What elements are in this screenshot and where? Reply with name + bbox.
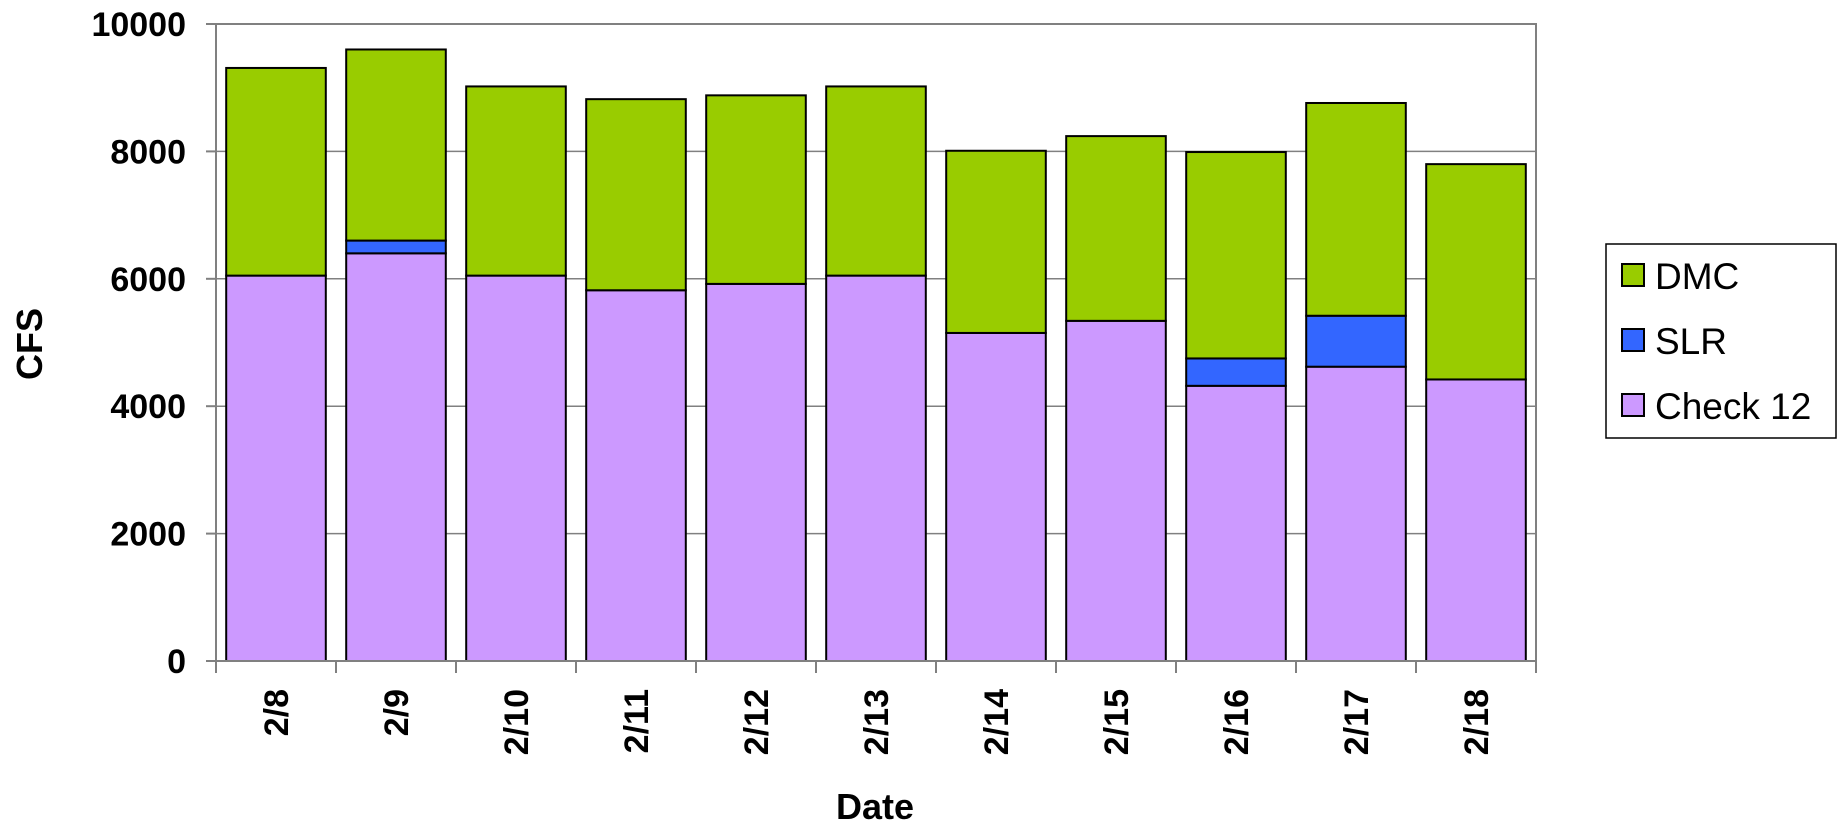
x-tick-label: 2/15 [1098,689,1136,755]
x-tick-label: 2/18 [1458,689,1496,755]
legend-swatch [1621,393,1645,417]
x-tick-labels: 2/8 2/9 2/10 2/11 2/12 2/13 2/14 2/15 2/16 2/17 2/… [258,689,1496,755]
legend: DMC SLR Check 12 [1605,243,1837,439]
bar-segment-check-12 [1065,319,1167,662]
bar-segment-dmc [345,48,447,242]
y-tick-label: 8000 [110,133,186,171]
bar-segment-slr [1305,314,1407,368]
y-tick-label: 4000 [110,388,186,426]
bar-segment-check-12 [1425,378,1527,662]
bar-segment-dmc [585,98,687,292]
x-tick-label: 2/9 [378,689,416,736]
x-tick-label: 2/12 [738,689,776,755]
bar-segment-check-12 [1305,365,1407,662]
x-tick-label: 2/11 [618,689,656,753]
x-tick-label: 2/16 [1218,689,1256,755]
bar-segment-check-12 [345,252,447,662]
bar-segment-slr [1185,357,1287,387]
legend-swatch [1621,263,1645,287]
y-tick-label: 0 [167,643,186,681]
legend-label: Check 12 [1655,386,1811,427]
bar-segment-check-12 [705,282,807,662]
x-tick-label: 2/13 [858,689,896,755]
axes [206,23,1537,673]
bar-segment-dmc [1185,151,1287,360]
bar-segment-check-12 [945,331,1047,662]
bar-segment-dmc [1425,163,1527,381]
bar-segment-dmc [1305,101,1407,317]
bar-segment-check-12 [585,289,687,662]
legend-label: SLR [1655,321,1727,362]
x-tick-label: 2/8 [258,689,296,736]
bar-segment-dmc [945,149,1047,334]
bar-segment-dmc [225,66,327,277]
bar-segment-dmc [1065,135,1167,322]
x-tick-label: 2/14 [978,689,1016,755]
bar-segment-dmc [465,85,567,277]
bars [225,48,1527,662]
legend-swatch [1621,328,1645,352]
bar-segment-check-12 [225,274,327,662]
y-tick-labels: 0 2000 4000 6000 8000 10000 [91,6,186,681]
bar-segment-dmc [825,85,927,277]
y-tick-label: 2000 [110,516,186,554]
x-axis-title: Date [836,786,914,827]
y-tick-label: 10000 [91,6,186,44]
y-axis-title: CFS [9,308,50,380]
x-tick-label: 2/10 [498,689,536,755]
bar-segment-check-12 [1185,384,1287,662]
bar-segment-dmc [705,94,807,285]
y-tick-label: 6000 [110,261,186,299]
bar-segment-check-12 [825,274,927,662]
x-tick-label: 2/17 [1338,689,1376,755]
bar-segment-slr [345,239,447,255]
bar-segment-check-12 [465,274,567,662]
legend-label: DMC [1655,256,1739,297]
